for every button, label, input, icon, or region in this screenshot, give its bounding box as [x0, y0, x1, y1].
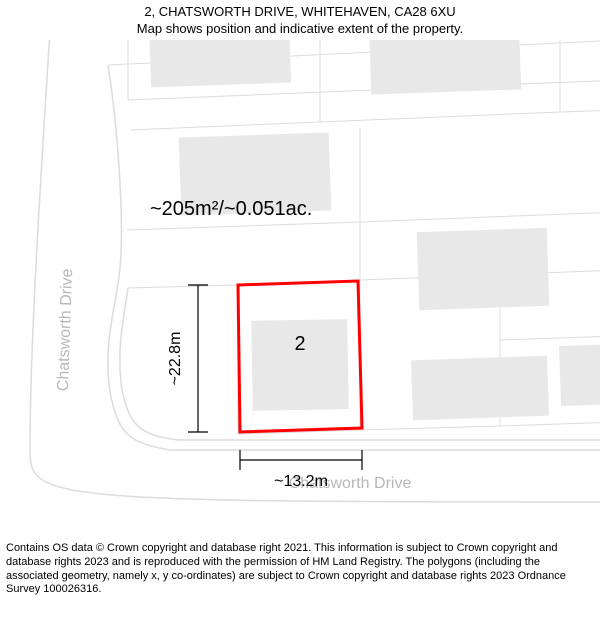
area-label: ~205m²/~0.051ac. — [150, 198, 312, 220]
dim-label-v: ~22.8m — [167, 332, 184, 386]
house-number: 2 — [294, 333, 305, 355]
header: 2, CHATSWORTH DRIVE, WHITEHAVEN, CA28 6X… — [0, 4, 600, 38]
building — [149, 40, 291, 87]
building — [411, 356, 549, 421]
building — [369, 40, 521, 95]
footer-copyright: Contains OS data © Crown copyright and d… — [6, 542, 594, 597]
header-title: 2, CHATSWORTH DRIVE, WHITEHAVEN, CA28 6X… — [0, 4, 600, 21]
map-area: Chatsworth DriveChatsworth Drive2~205m²/… — [0, 40, 600, 540]
map-svg: Chatsworth DriveChatsworth Drive2~205m²/… — [0, 40, 600, 540]
dim-label-h: ~13.2m — [274, 473, 328, 490]
building — [417, 228, 550, 310]
header-subtitle: Map shows position and indicative extent… — [0, 21, 600, 38]
building — [559, 344, 600, 406]
